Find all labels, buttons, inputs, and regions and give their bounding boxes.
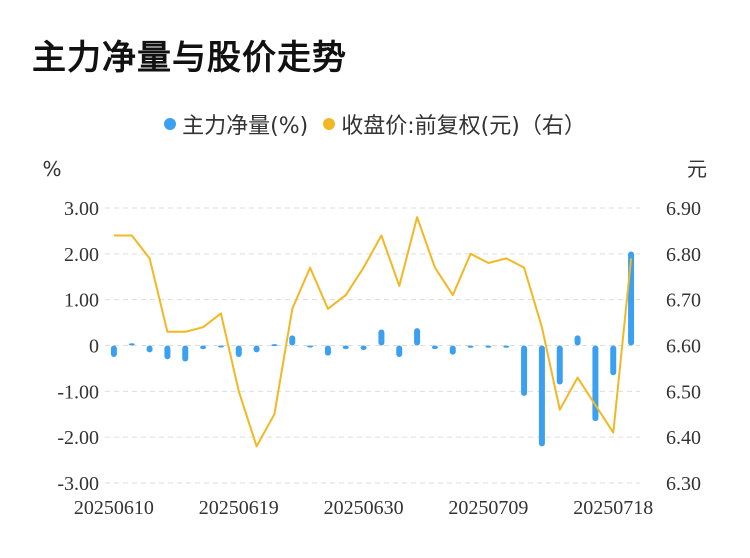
bar-net-flow[interactable] (128, 343, 135, 346)
legend-item-net-flow[interactable]: 主力净量(%) (164, 108, 308, 140)
bar-net-flow[interactable] (449, 345, 456, 355)
bar-net-flow[interactable] (307, 345, 314, 348)
bar-net-flow[interactable] (431, 345, 438, 350)
page-title: 主力净量与股价走势 (32, 38, 347, 78)
y-left-tick-label: -2.00 (57, 427, 99, 449)
y-right-tick-label: 6.90 (666, 198, 701, 220)
line-series (113, 216, 633, 448)
y-right-tick-label: 6.80 (666, 244, 701, 266)
y-right-tick-label: 6.60 (666, 336, 701, 358)
legend-dot-icon-close-price (323, 118, 336, 130)
bar-net-flow[interactable] (253, 345, 260, 353)
grid-lines (105, 207, 640, 484)
bar-net-flow[interactable] (146, 345, 153, 353)
x-tick-label: 20250630 (324, 497, 404, 519)
y-left-tick-label: 1.00 (64, 290, 99, 312)
bar-net-flow[interactable] (485, 345, 492, 348)
y-right-tick-label: 6.50 (666, 381, 701, 403)
y-left-tick-label: -1.00 (57, 381, 99, 403)
y-right-tick-label: 6.70 (666, 290, 701, 312)
y-left-tick-label: 0 (89, 336, 99, 358)
bar-net-flow[interactable] (574, 335, 581, 346)
x-tick-label: 20250619 (199, 497, 279, 519)
bar-net-flow[interactable] (378, 329, 385, 346)
bar-net-flow[interactable] (271, 344, 278, 347)
bar-net-flow[interactable] (556, 345, 563, 385)
y-left-tick-label: 2.00 (64, 244, 99, 266)
bar-net-flow[interactable] (467, 345, 474, 348)
bar-series (110, 251, 635, 447)
bar-net-flow[interactable] (182, 345, 189, 362)
legend-item-close-price[interactable]: 收盘价:前复权(元)（右） (323, 108, 586, 140)
legend-label-net-flow: 主力净量(%) (182, 114, 309, 139)
bar-net-flow[interactable] (200, 345, 207, 350)
close-price-line[interactable] (113, 216, 633, 448)
x-tick-label: 20250718 (573, 497, 653, 519)
y-left-tick-label: 3.00 (64, 198, 99, 220)
bar-net-flow[interactable] (235, 345, 242, 357)
y-right-tick-label: 6.40 (666, 427, 701, 449)
legend-label-close-price: 收盘价:前复权(元)（右） (341, 114, 586, 139)
bar-net-flow[interactable] (110, 345, 117, 357)
bar-net-flow[interactable] (538, 345, 545, 447)
bar-net-flow[interactable] (414, 328, 421, 346)
bar-net-flow[interactable] (342, 345, 349, 350)
x-tick-label: 20250610 (74, 497, 154, 519)
chart-legend: 主力净量(%) 收盘价:前复权(元)（右） (0, 108, 750, 140)
bar-net-flow[interactable] (289, 335, 296, 346)
y-left-tick-label: -3.00 (57, 473, 99, 495)
bar-net-flow[interactable] (164, 345, 171, 360)
y-right-unit: 元 (687, 157, 707, 181)
bar-net-flow[interactable] (360, 345, 367, 351)
y-right-tick-label: 6.30 (666, 473, 701, 495)
legend-dot-icon-net-flow (164, 118, 177, 130)
bar-net-flow[interactable] (324, 345, 331, 356)
y-left-unit: % (42, 157, 61, 181)
bar-net-flow[interactable] (396, 345, 403, 357)
bar-net-flow[interactable] (217, 345, 224, 348)
bar-net-flow[interactable] (610, 345, 617, 376)
bar-net-flow[interactable] (521, 345, 528, 396)
x-tick-label: 20250709 (448, 497, 528, 519)
axis-labels: 3.00 6.90 2.00 6.80 1.00 6.70 0 6.60 -1.00 6.50 -2… (57, 198, 701, 519)
bar-net-flow[interactable] (503, 345, 510, 348)
